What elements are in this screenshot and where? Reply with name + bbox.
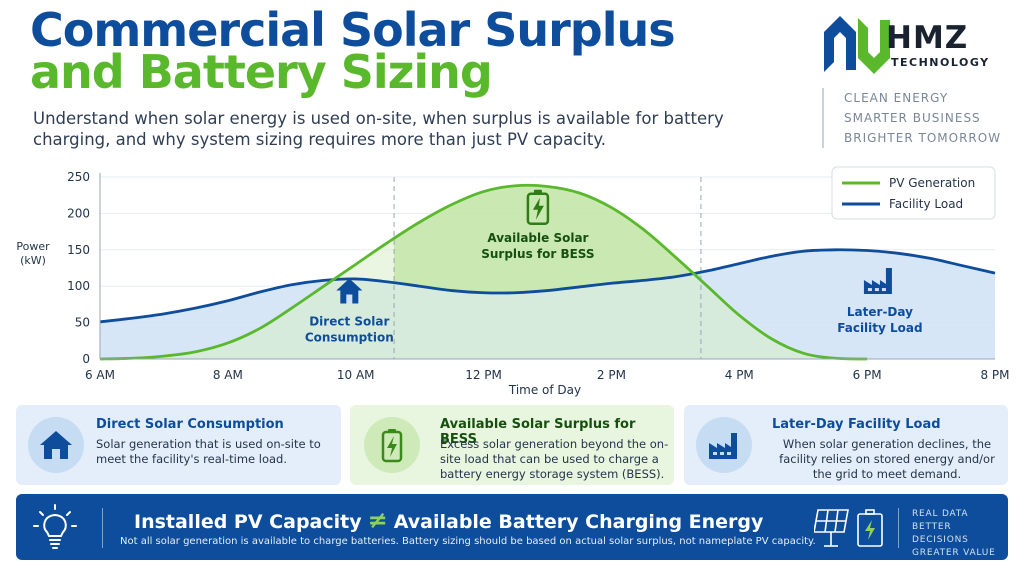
chart-annotations: Direct Solar Consumption Available Solar Su… (305, 189, 923, 345)
annotation-label-line1: Available Solar (487, 231, 588, 245)
y-axis-label-line1: Power (16, 240, 50, 253)
title-line-2: and Battery Sizing (30, 45, 493, 99)
page-subtitle: Understand when solar energy is used on-… (33, 109, 724, 149)
x-tick-label: 12 PM (465, 368, 502, 382)
banner-divider (898, 508, 899, 548)
legend-label: Facility Load (889, 197, 963, 211)
facility-load-line (99, 248, 996, 324)
card-title: Direct Solar Consumption (96, 417, 284, 432)
chart-dividers (393, 177, 702, 359)
title-line-1: Commercial Solar Surplus (30, 3, 676, 57)
annotation-label-line2: Consumption (305, 331, 394, 345)
chart-ticks: 0 50 100 150 200 250 6 AM 8 AM 10 AM 12 PM 2 PM 4 P… (67, 170, 1009, 382)
tagline-2: SMARTER BUSINESS (844, 111, 981, 125)
brand-name: HMZ (886, 20, 969, 56)
power-chart: 0 50 100 150 200 250 6 AM 8 AM 10 AM 12 PM 2 PM 4 P… (16, 166, 1010, 397)
banner-tag-1: REAL DATA (912, 509, 969, 519)
banner-left-text: Installed PV Capacity (134, 511, 362, 533)
solar-panel-battery-icon (814, 509, 883, 547)
card-icon-circle (28, 417, 84, 473)
brand-subtitle: TECHNOLOGY (891, 56, 990, 69)
chart-annotation: Available Solar Surplus for BESS (481, 189, 595, 261)
chart-annotation: Direct Solar Consumption (305, 278, 394, 345)
chart-legend: PV Generation Facility Load (831, 166, 996, 220)
chart-annotation: Later-Day Facility Load (837, 268, 923, 335)
brand-taglines: CLEAN ENERGY SMARTER BUSINESS BRIGHTER T… (822, 88, 1001, 148)
card-icon-circle (696, 417, 752, 473)
pv-generation-line (99, 183, 868, 361)
explanation-cards: Direct Solar Consumption Solar generatio… (16, 405, 1008, 485)
surplus-area (394, 185, 701, 293)
house-icon (336, 278, 363, 304)
house-icon (40, 431, 72, 459)
y-tick-label: 200 (67, 206, 90, 220)
chart-axes (99, 173, 995, 360)
factory-icon (863, 268, 892, 295)
x-tick-label: 10 AM (337, 368, 375, 382)
annotation-label-line1: Direct Solar (309, 315, 389, 329)
factory-icon (709, 433, 737, 459)
card-icon-circle (364, 417, 420, 473)
x-tick-label: 6 AM (85, 368, 115, 382)
chart-lines (99, 183, 996, 361)
x-axis-label: Time of Day (508, 383, 581, 397)
banner-divider (102, 508, 103, 548)
card-later-day-load: Later-Day Facility Load When solar gener… (684, 405, 1008, 485)
y-tick-label: 150 (67, 243, 90, 257)
y-tick-label: 250 (67, 170, 90, 184)
x-tick-label: 4 PM (725, 368, 754, 382)
x-tick-label: 2 PM (597, 368, 626, 382)
page-title: Commercial Solar Surplus and Battery Siz… (30, 3, 676, 99)
lightbulb-icon (33, 504, 77, 549)
battery-icon (526, 189, 550, 226)
x-tick-label: 6 PM (853, 368, 882, 382)
hmz-logo-icon (824, 16, 890, 74)
banner-headline: Installed PV Capacity ≠ Available Battery … (134, 506, 763, 534)
card-description: Excess solar generation beyond the on-si… (440, 437, 669, 481)
y-tick-label: 0 (82, 352, 90, 366)
card-direct-solar: Direct Solar Consumption Solar generatio… (16, 405, 341, 485)
annotation-label-line2: Surplus for BESS (481, 247, 594, 261)
y-tick-label: 100 (67, 279, 90, 293)
bottom-banner: Installed PV Capacity ≠ Available Battery … (16, 494, 1008, 560)
banner-taglines: REAL DATA BETTER DECISIONS GREATER VALUE (912, 508, 1008, 560)
legend-label: PV Generation (889, 176, 975, 190)
x-tick-label: 8 PM (980, 368, 1009, 382)
tagline-3: BRIGHTER TOMORROW (844, 131, 1002, 145)
battery-icon (381, 429, 403, 463)
annotation-label-line2: Facility Load (837, 321, 922, 335)
tagline-1: CLEAN ENERGY (844, 91, 949, 105)
card-title: Later-Day Facility Load (772, 417, 941, 432)
chart-areas (100, 185, 995, 359)
legend-box (831, 166, 996, 220)
banner-note: Not all solar generation is available to… (120, 536, 816, 547)
card-title: Available Solar Surplus for BESS (440, 417, 636, 447)
y-axis-label-line2: (kW) (20, 254, 46, 267)
card-description: When solar generation declines, the faci… (779, 437, 995, 481)
card-solar-surplus: Available Solar Surplus for BESS Excess … (350, 405, 674, 485)
banner-tag-3: GREATER VALUE (912, 548, 996, 558)
banner-tag-2: BETTER DECISIONS (912, 522, 969, 545)
x-tick-label: 8 AM (213, 368, 243, 382)
card-description: Solar generation that is used on-site to… (96, 437, 321, 466)
y-tick-label: 50 (75, 316, 90, 330)
annotation-label-line1: Later-Day (847, 305, 913, 319)
banner-right-text: Available Battery Charging Energy (393, 511, 764, 533)
not-equal-icon: ≠ (367, 506, 388, 534)
